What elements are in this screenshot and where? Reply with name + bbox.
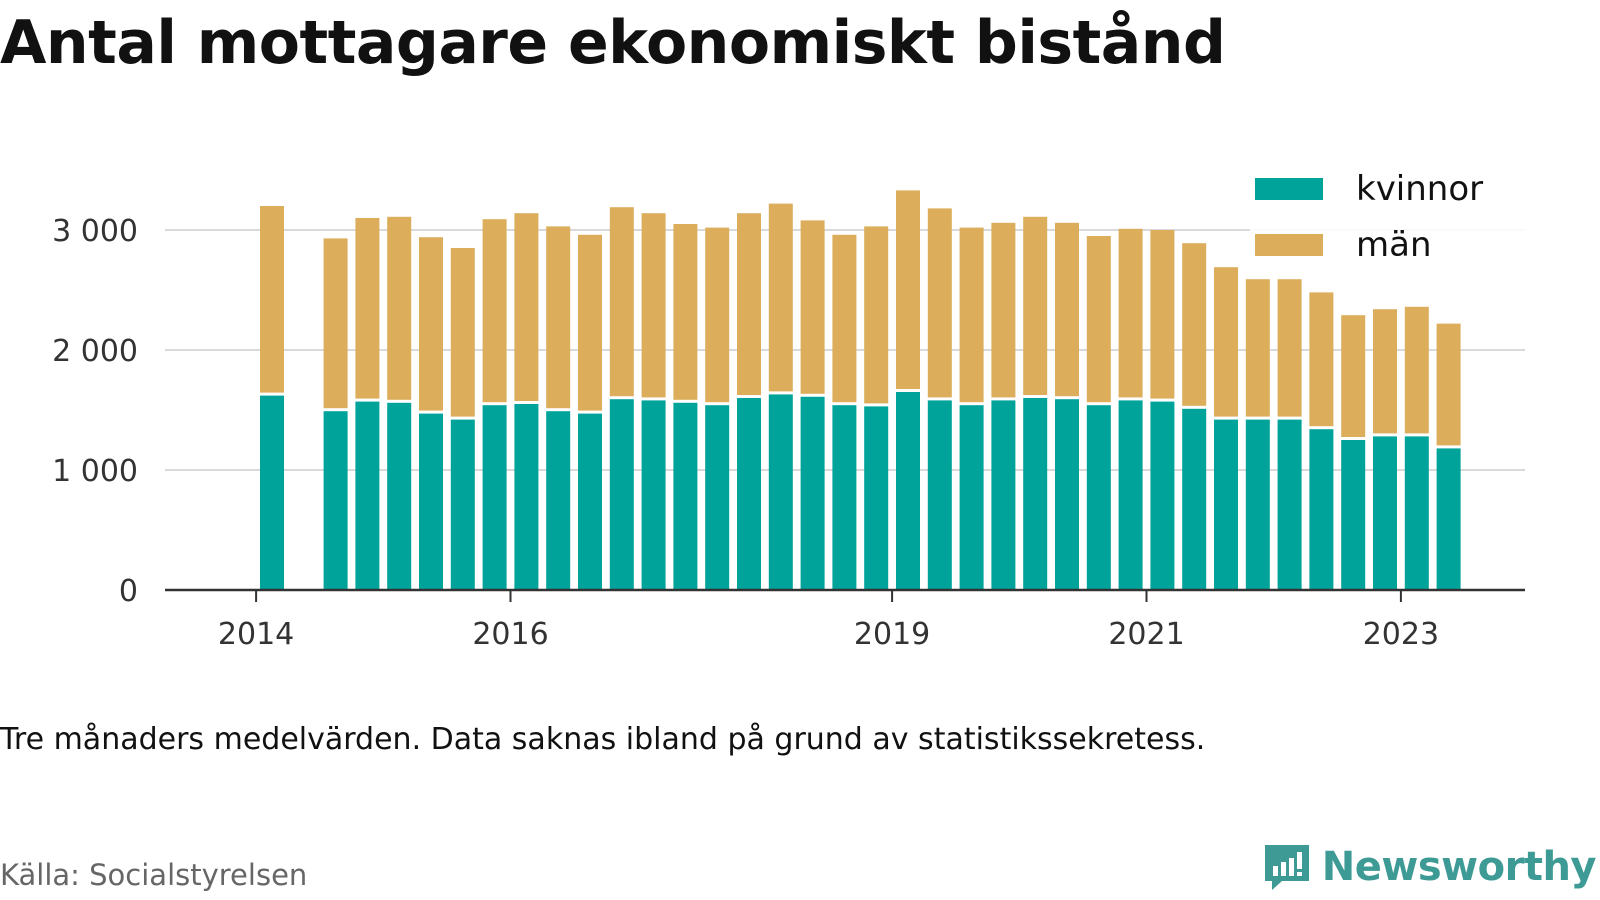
bar-man: [1373, 309, 1397, 434]
bar-man: [1436, 323, 1461, 446]
bar-kvinnor: [323, 411, 348, 590]
legend: kvinnor män: [1250, 160, 1530, 275]
bar-man: [673, 224, 698, 400]
bar-man: [832, 234, 857, 403]
x-tick-label: 2023: [1363, 617, 1439, 652]
bar-man: [260, 206, 284, 393]
bar-kvinnor: [1436, 448, 1461, 590]
chart-title: Antal mottagare ekonomiskt bistånd: [0, 8, 1226, 78]
bar-man: [482, 219, 507, 403]
bar-kvinnor: [1055, 399, 1079, 590]
bar-kvinnor: [546, 411, 571, 590]
bar-kvinnor: [641, 400, 666, 590]
legend-label-kvinnor: kvinnor: [1356, 169, 1483, 209]
bar-man: [1309, 292, 1334, 427]
bar-man: [896, 190, 920, 389]
bar-man: [1023, 216, 1048, 395]
bar-man: [959, 227, 984, 403]
bar-man: [1214, 267, 1238, 417]
bar-man: [609, 207, 634, 397]
bar-kvinnor: [991, 400, 1016, 590]
bar-man: [641, 213, 666, 398]
y-tick-label: 0: [119, 574, 138, 609]
bar-man: [768, 203, 793, 392]
bar-kvinnor: [705, 405, 730, 590]
bar-kvinnor: [1086, 405, 1111, 590]
bar-man: [737, 213, 761, 395]
bar-man: [1055, 222, 1079, 397]
bar-kvinnor: [1341, 440, 1366, 590]
bar-man: [1277, 279, 1302, 417]
legend-label-man: män: [1356, 225, 1432, 265]
bar-kvinnor: [864, 406, 889, 590]
brand-name: Newsworthy: [1321, 844, 1597, 890]
bar-man: [387, 216, 412, 400]
bar-man: [546, 226, 571, 409]
bar-kvinnor: [578, 413, 602, 590]
chart-note: Tre månaders medelvärden. Data saknas ib…: [0, 722, 1206, 757]
bar-kvinnor: [1023, 398, 1048, 590]
bar-kvinnor: [450, 419, 475, 590]
brand-logo: Newsworthy: [1262, 842, 1597, 892]
bar-man: [1150, 230, 1175, 399]
bar-kvinnor: [896, 392, 920, 590]
bar-kvinnor: [260, 395, 284, 590]
bar-man: [800, 220, 825, 394]
bar-kvinnor: [832, 405, 857, 590]
x-tick-label: 2019: [854, 617, 930, 652]
bar-kvinnor: [355, 401, 380, 590]
y-tick-label: 1 000: [52, 454, 138, 489]
bar-man: [578, 234, 602, 411]
bar-kvinnor: [514, 404, 539, 590]
y-axis: 0 1 000 2 000 3 000: [52, 214, 138, 609]
x-tick-label: 2016: [472, 617, 548, 652]
bar-man: [1182, 243, 1207, 406]
bar-man: [1086, 236, 1111, 403]
bar-kvinnor: [1373, 436, 1397, 590]
source-credit: Källa: Socialstyrelsen: [0, 858, 308, 892]
stacked-bar-chart: 0 1 000 2 000 3 000 2014 2016 2019 2021 2023 kv…: [52, 160, 1530, 652]
bar-man: [864, 226, 889, 404]
bar-man: [1341, 315, 1366, 437]
y-tick-label: 2 000: [52, 334, 138, 369]
bar-kvinnor: [768, 394, 793, 590]
bar-man: [991, 222, 1016, 398]
x-tick-label: 2014: [218, 617, 294, 652]
bar-kvinnor: [800, 396, 825, 590]
bar-man: [1404, 306, 1429, 434]
bar-kvinnor: [1214, 419, 1238, 590]
bar-kvinnor: [1118, 400, 1143, 590]
bar-kvinnor: [482, 405, 507, 590]
bar-man: [1245, 279, 1270, 417]
bar-kvinnor: [1309, 429, 1334, 590]
bar-kvinnor: [1404, 436, 1429, 590]
legend-swatch-man: [1255, 234, 1323, 256]
bar-man: [927, 208, 952, 398]
y-tick-label: 3 000: [52, 214, 138, 249]
bar-kvinnor: [1245, 419, 1270, 590]
legend-swatch-kvinnor: [1255, 178, 1323, 200]
bar-kvinnor: [927, 400, 952, 590]
bar-kvinnor: [737, 398, 761, 590]
bar-kvinnor: [673, 402, 698, 590]
bar-man: [419, 237, 443, 411]
bar-kvinnor: [387, 402, 412, 590]
bar-man: [514, 213, 539, 401]
x-tick-label: 2021: [1108, 617, 1184, 652]
bar-man: [450, 248, 475, 417]
bar-kvinnor: [959, 405, 984, 590]
bar-kvinnor: [1182, 408, 1207, 590]
bar-kvinnor: [1150, 401, 1175, 590]
bar-kvinnor: [419, 413, 443, 590]
bar-kvinnor: [609, 399, 634, 590]
newsworthy-logo-icon: [1264, 845, 1309, 890]
bar-man: [1118, 228, 1143, 398]
bar-man: [705, 227, 730, 403]
bar-man: [323, 238, 348, 409]
bar-man: [355, 218, 380, 399]
bars: [260, 190, 1461, 590]
x-axis: 2014 2016 2019 2021 2023: [165, 588, 1525, 652]
bar-kvinnor: [1277, 419, 1302, 590]
